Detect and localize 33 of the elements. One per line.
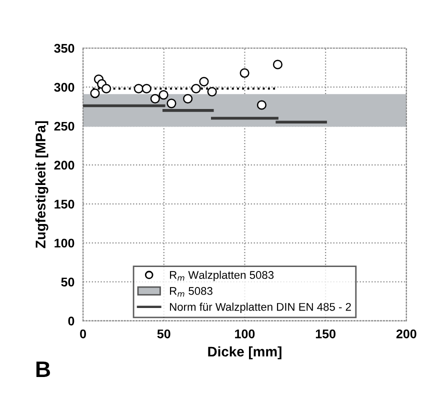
- point: [134, 84, 144, 94]
- legend-label: R$_{m}$ 5083: [170, 287, 212, 297]
- point: [207, 86, 217, 97]
- x-tick-label: 100: [235, 329, 255, 338]
- point: [142, 84, 152, 94]
- y-tick-label: 250: [54, 122, 74, 131]
- y-tick-label: 50: [61, 278, 74, 286]
- y-tick-label: 200: [54, 160, 74, 170]
- point: [102, 84, 112, 94]
- x-axis-title: Dicke [mm]: [208, 346, 282, 360]
- point: [240, 68, 250, 78]
- x-tick-label: 50: [157, 329, 170, 338]
- point: [272, 60, 282, 70]
- point: [256, 100, 266, 110]
- legend-label: R$_{m}$ Walzplatten 5083: [170, 270, 274, 282]
- point: [150, 94, 160, 104]
- text: B: [36, 362, 50, 377]
- point: [90, 88, 100, 98]
- y-tick-label: 0: [68, 316, 74, 326]
- point: [199, 76, 209, 86]
- y-tick-label: 100: [54, 238, 74, 248]
- point: [166, 98, 176, 108]
- y-axis-title: Zugfestigkeit [MPa]: [35, 121, 48, 248]
- x-tick-label: 150: [316, 329, 336, 338]
- x-tick-label: 0: [80, 329, 86, 338]
- y-tick-label: 350: [54, 44, 74, 53]
- point: [191, 84, 201, 94]
- legend-label: Norm für Walzplatten DIN EN 485 - 2: [170, 302, 351, 314]
- point: [183, 94, 193, 104]
- y-tick-label: 150: [54, 200, 74, 209]
- point: [158, 90, 168, 100]
- x-tick-label: 200: [396, 329, 416, 338]
- y-tick-label: 300: [54, 82, 74, 92]
